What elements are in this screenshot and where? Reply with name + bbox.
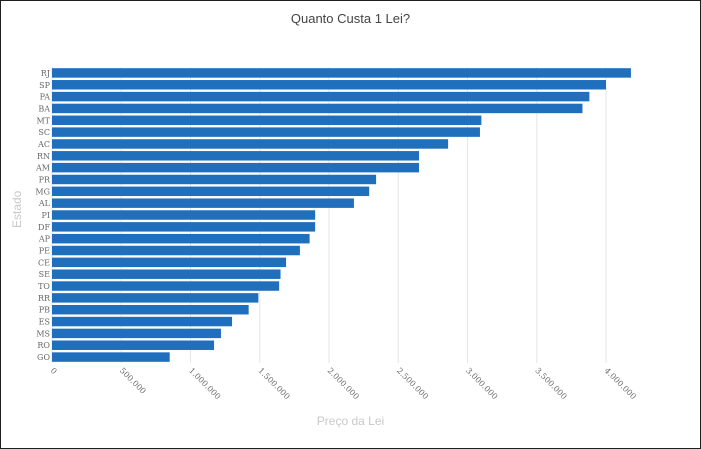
bar-pb: [52, 304, 249, 315]
y-tick-label: MS: [36, 329, 50, 338]
x-tick-label: 500.000: [118, 366, 148, 396]
y-tick-label: PE: [39, 247, 50, 256]
x-tick-label: 3.000.000: [464, 366, 499, 401]
y-tick-label: PA: [40, 93, 51, 102]
x-tick-label: 3.500.000: [533, 366, 568, 401]
y-tick-labels: RJ SP PA BA MT SC AC RN AM PR MG AL PI DF AP PE CE SE TO RR…: [35, 69, 51, 362]
y-tick-label: PR: [39, 175, 51, 184]
y-tick-label: AL: [38, 199, 51, 208]
bar-pe: [52, 245, 300, 256]
y-tick-label: TO: [38, 282, 50, 291]
bar-am: [52, 162, 420, 173]
y-tick-label: MT: [36, 116, 50, 125]
y-tick-label: RJ: [41, 69, 50, 78]
bar-go: [52, 352, 170, 362]
y-tick-label: SE: [39, 270, 50, 279]
bar-es: [52, 316, 233, 327]
bars: [52, 68, 631, 362]
x-tick-label: 1.000.000: [187, 366, 222, 401]
bar-ms: [52, 328, 221, 339]
y-tick-label: GO: [37, 353, 50, 362]
y-tick-label: SC: [38, 128, 50, 137]
y-tick-label: AP: [38, 235, 51, 244]
bar-ba: [52, 103, 583, 114]
x-tick-label: 2.500.000: [395, 366, 430, 401]
y-tick-label: RN: [37, 152, 50, 161]
bar-pa: [52, 91, 590, 102]
bar-mt: [52, 115, 482, 126]
bar-mg: [52, 186, 370, 197]
x-axis-title: Preço da Lei: [316, 414, 385, 428]
x-tick-label: 1.500.000: [256, 366, 291, 401]
x-tick-label: 2.000.000: [326, 366, 361, 401]
bar-to: [52, 281, 280, 291]
bar-al: [52, 198, 354, 208]
y-tick-label: AM: [35, 164, 50, 173]
x-tick-labels: 0 500.000 1.000.000 1.500.000 2.000.000 2.500…: [49, 366, 638, 401]
y-tick-label: PI: [41, 211, 50, 220]
bar-ac: [52, 139, 449, 149]
bar-ce: [52, 257, 287, 268]
bar-sc: [52, 127, 480, 137]
chart-title: Quanto Custa 1 Lei?: [290, 11, 411, 26]
bar-df: [52, 222, 316, 232]
bar-rn: [52, 151, 420, 161]
bar-se: [52, 269, 281, 279]
y-tick-label: RR: [38, 294, 51, 303]
y-tick-label: MG: [35, 187, 50, 196]
y-tick-label: ES: [39, 318, 50, 327]
bar-pr: [52, 174, 377, 185]
y-tick-label: SP: [39, 81, 50, 90]
y-tick-label: CE: [38, 258, 50, 267]
y-tick-label: PB: [39, 306, 50, 315]
bar-pi: [52, 210, 316, 220]
bar-ro: [52, 340, 215, 350]
bar-sp: [52, 80, 606, 90]
x-tick-label: 4.000.000: [603, 366, 638, 401]
bar-rj: [52, 68, 631, 78]
bar-ap: [52, 233, 310, 244]
y-tick-label: BA: [38, 104, 50, 113]
x-tick-label: 0: [49, 366, 59, 376]
bar-rr: [52, 293, 259, 303]
y-tick-label: AC: [37, 140, 50, 149]
y-tick-label: DF: [38, 223, 50, 232]
y-tick-label: RO: [37, 341, 50, 350]
